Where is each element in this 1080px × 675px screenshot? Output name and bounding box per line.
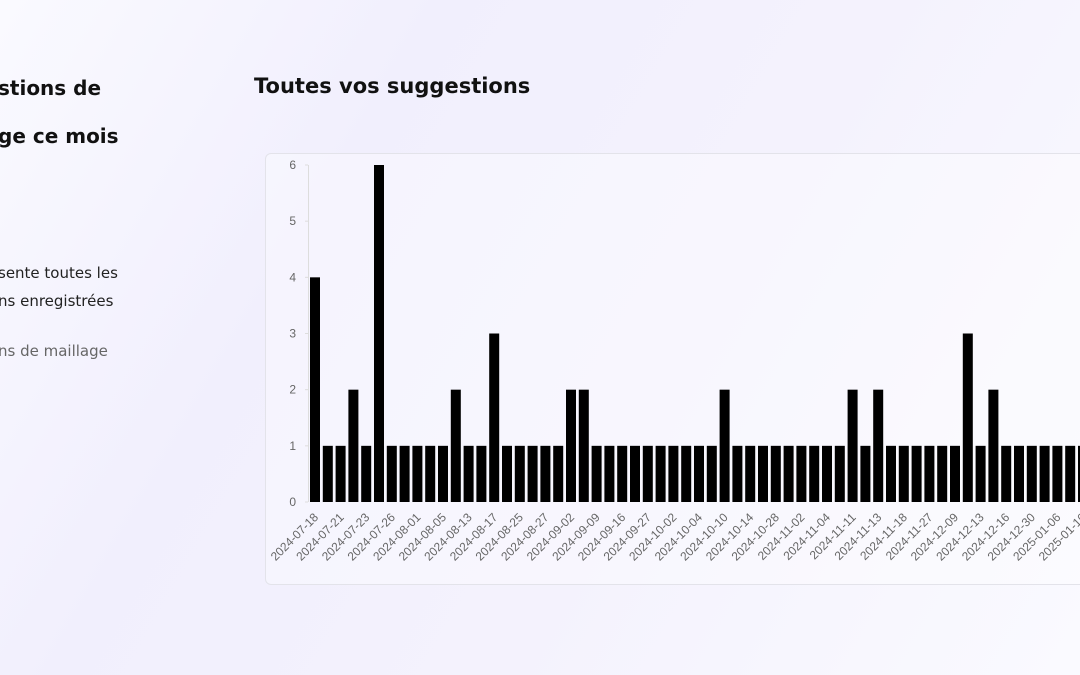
bar (655, 445, 666, 502)
bar (335, 445, 346, 502)
bar (527, 445, 538, 502)
bar (911, 445, 922, 502)
bar (578, 389, 589, 502)
sidebar-text: ns enregistrées (0, 292, 114, 310)
sidebar-note: ns de maillage (0, 342, 108, 360)
bar (425, 445, 436, 502)
bar (502, 445, 512, 502)
bar (322, 445, 333, 502)
bar (412, 445, 423, 502)
bar (694, 445, 704, 502)
y-tick-label: 4 (289, 270, 296, 284)
bar (834, 445, 845, 502)
y-tick-label: 2 (289, 383, 296, 397)
bar (1039, 445, 1050, 502)
bar (796, 445, 807, 502)
bar (719, 389, 730, 502)
sidebar-text: sente toutes les (0, 264, 118, 282)
bar (1026, 445, 1037, 502)
bar (1065, 445, 1076, 502)
y-tick-label: 1 (289, 439, 296, 453)
bar (591, 445, 602, 502)
bar (937, 445, 948, 502)
bar (642, 445, 653, 502)
bar (706, 445, 717, 502)
bar (745, 445, 756, 502)
bar (732, 445, 743, 502)
bar (348, 389, 359, 502)
bar (463, 445, 474, 502)
bar (1078, 445, 1080, 502)
bar (847, 389, 858, 502)
bar (886, 445, 896, 502)
bar (386, 445, 397, 502)
bar (950, 445, 960, 502)
bar (514, 445, 525, 502)
bar (1014, 445, 1024, 502)
bar (630, 445, 640, 502)
bar (1001, 445, 1012, 502)
bar (898, 445, 909, 502)
y-tick-label: 6 (289, 158, 296, 172)
bar (450, 389, 461, 502)
bar (617, 445, 628, 502)
section-title: Toutes vos suggestions (254, 74, 531, 98)
bar (975, 445, 986, 502)
bar (476, 445, 487, 502)
bar (809, 445, 820, 502)
bar (438, 445, 448, 502)
bar (604, 445, 615, 502)
bar (783, 445, 794, 502)
y-tick-label: 5 (289, 214, 296, 228)
bar (873, 389, 884, 502)
bar (758, 445, 768, 502)
y-tick-label: 0 (289, 495, 296, 509)
bar (361, 445, 372, 502)
bar (566, 389, 576, 502)
bar (540, 445, 551, 502)
bar (860, 445, 871, 502)
bar (489, 333, 500, 502)
sidebar-heading: ge ce mois (0, 124, 119, 148)
bar (822, 445, 832, 502)
bar (553, 445, 564, 502)
bar (374, 165, 384, 502)
sidebar-heading: stions de (0, 76, 102, 100)
bar (310, 277, 320, 502)
bar (924, 445, 935, 502)
bar (1052, 445, 1063, 502)
chart-card (265, 153, 1080, 585)
y-tick-label: 3 (289, 327, 296, 341)
bar (770, 445, 781, 502)
bar (988, 389, 999, 502)
bar (399, 445, 410, 502)
bar (962, 333, 973, 502)
bar (681, 445, 692, 502)
bar (668, 445, 679, 502)
